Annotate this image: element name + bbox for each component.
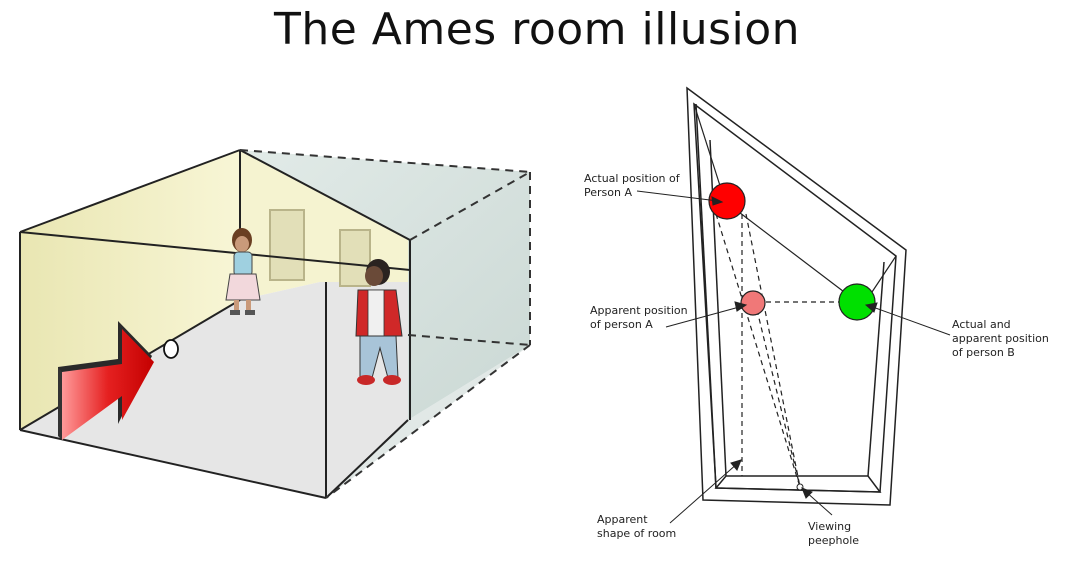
- label-person-b-line1: Actual and: [952, 318, 1011, 331]
- person-a-apparent-circle: [740, 290, 766, 316]
- person-a-figure: [225, 228, 261, 315]
- person-a-actual-circle: [708, 182, 746, 220]
- person-b-circle: [838, 283, 876, 321]
- room-outline-outer: [686, 86, 907, 506]
- viewing-peephole-mark: [796, 483, 804, 491]
- label-apparent-a-line2: of person A: [590, 318, 653, 331]
- side-glass-panel: [240, 150, 530, 420]
- label-person-b-line2: apparent position: [952, 332, 1049, 345]
- label-apparent-a-line1: Apparent position: [590, 304, 688, 317]
- label-person-b-line3: of person B: [952, 346, 1015, 359]
- label-room-shape-line2: shape of room: [597, 527, 676, 540]
- peephole-circle: [163, 339, 179, 359]
- label-peephole-line1: Viewing: [808, 520, 851, 533]
- label-actual-a-line1: Actual position of: [584, 172, 681, 185]
- label-actual-a-line2: Person A: [584, 186, 632, 199]
- slide-title: The Ames room illusion: [273, 4, 801, 55]
- back-wall-left: [20, 150, 240, 430]
- label-room-shape-line1: Apparent: [597, 513, 648, 526]
- window-left: [269, 209, 305, 281]
- label-peephole-line2: peephole: [808, 534, 859, 547]
- window-right: [339, 229, 371, 287]
- floor: [20, 282, 408, 498]
- viewing-arrow: [58, 321, 154, 440]
- person-b-figure: [355, 259, 403, 385]
